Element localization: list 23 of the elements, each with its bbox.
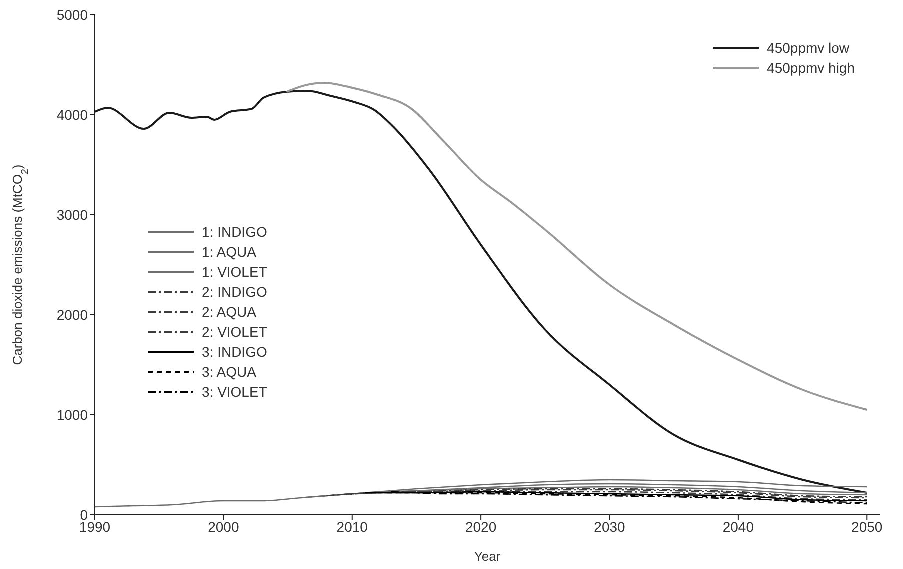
y-tick-label: 2000 bbox=[56, 306, 88, 323]
y-tick-label: 3000 bbox=[56, 206, 88, 223]
legend-label: 2: AQUA bbox=[202, 304, 256, 320]
legend-label: 450ppmv high bbox=[767, 60, 855, 76]
x-axis-title: Year bbox=[474, 549, 502, 564]
legend-label: 2: INDIGO bbox=[202, 284, 268, 300]
legend-label: 1: INDIGO bbox=[202, 224, 268, 240]
x-tick-label: 2000 bbox=[208, 518, 240, 535]
y-tick-label: 4000 bbox=[56, 106, 88, 123]
y-tick-label: 5000 bbox=[56, 6, 88, 23]
x-tick-label: 2010 bbox=[336, 518, 368, 535]
legend-label: 3: AQUA bbox=[202, 364, 256, 380]
x-tick-label: 2030 bbox=[594, 518, 626, 535]
legend-label: 1: VIOLET bbox=[202, 264, 268, 280]
y-tick-label: 1000 bbox=[56, 406, 88, 423]
x-tick-label: 2020 bbox=[465, 518, 497, 535]
legend-label: 2: VIOLET bbox=[202, 324, 268, 340]
legend-label: 3: INDIGO bbox=[202, 344, 268, 360]
x-tick-label: 2050 bbox=[852, 518, 883, 535]
x-tick-label: 2040 bbox=[722, 518, 754, 535]
legend-label: 450ppmv low bbox=[767, 40, 850, 56]
legend-label: 1: AQUA bbox=[202, 244, 256, 260]
legend-label: 3: VIOLET bbox=[202, 384, 268, 400]
